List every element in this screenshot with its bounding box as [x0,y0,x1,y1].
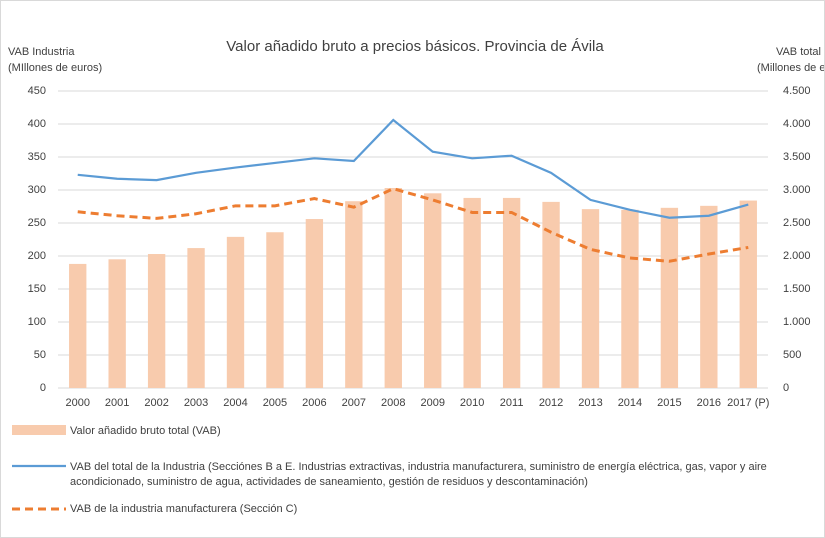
x-tick-label: 2011 [500,397,524,409]
y2-axis-label: VAB total [776,46,821,58]
x-tick-label: 2000 [65,397,89,409]
y-axis-label: VAB Industria [8,46,75,58]
bar [581,209,600,388]
bar [621,209,639,388]
bar [345,201,363,388]
y2-tick-label: 2.500 [783,217,811,229]
legend-label: VAB de la industria manufacturera (Secci… [70,503,298,515]
bar [305,219,324,388]
line [77,118,749,219]
y2-axis-label: (Millones de euros [757,62,825,74]
bar [187,248,205,388]
bar [424,193,442,388]
y2-tick-label: 1.500 [783,283,811,295]
legend-swatch [12,425,66,435]
y-tick-label: 400 [28,118,46,130]
y2-tick-label: 0 [783,382,789,394]
bar [69,263,87,388]
x-tick-label: 2004 [223,397,247,409]
bar [108,259,126,388]
y-tick-label: 350 [28,151,46,163]
y2-tick-label: 2.000 [783,250,811,262]
bar [384,188,402,388]
y2-tick-label: 3.000 [783,184,811,196]
x-tick-label: 2005 [263,397,287,409]
bar [226,236,245,388]
x-tick-label: 2017 (P) [727,397,769,409]
line [77,187,749,263]
legend-label: VAB del total de la Industria (Secciónes… [70,461,767,488]
y-tick-label: 50 [34,349,46,361]
y2-tick-label: 3.500 [783,151,811,163]
x-tick-label: 2014 [618,397,642,409]
y-tick-label: 200 [28,250,46,262]
y-tick-label: 100 [28,316,46,328]
x-tick-label: 2006 [302,397,326,409]
bar [542,201,560,388]
bar [502,197,521,388]
x-tick-label: 2002 [144,397,168,409]
y-axis-label: (MIllones de euros) [8,62,102,74]
y2-tick-label: 4.000 [783,118,811,130]
y-tick-label: 0 [40,382,46,394]
chart-title: Valor añadido bruto a precios básicos. P… [226,38,604,55]
y2-tick-label: 1.000 [783,316,811,328]
x-tick-label: 2001 [105,397,129,409]
x-tick-label: 2012 [539,397,563,409]
y-tick-label: 450 [28,85,46,97]
x-tick-label: 2008 [381,397,405,409]
y-tick-label: 300 [28,184,46,196]
y-tick-label: 150 [28,283,46,295]
bar [463,197,481,388]
legend-label: Valor añadido bruto total (VAB) [70,425,221,437]
bar [739,200,757,388]
x-tick-label: 2009 [420,397,444,409]
bar [147,254,166,388]
bar [266,232,284,388]
x-tick-label: 2007 [342,397,366,409]
x-tick-label: 2010 [460,397,484,409]
x-tick-label: 2016 [697,397,721,409]
y2-tick-label: 4.500 [783,85,811,97]
bar [700,205,718,388]
x-tick-label: 2015 [657,397,681,409]
x-tick-label: 2003 [184,397,208,409]
bar [660,207,679,388]
y-tick-label: 250 [28,217,46,229]
x-tick-label: 2013 [578,397,602,409]
y2-tick-label: 500 [783,349,801,361]
